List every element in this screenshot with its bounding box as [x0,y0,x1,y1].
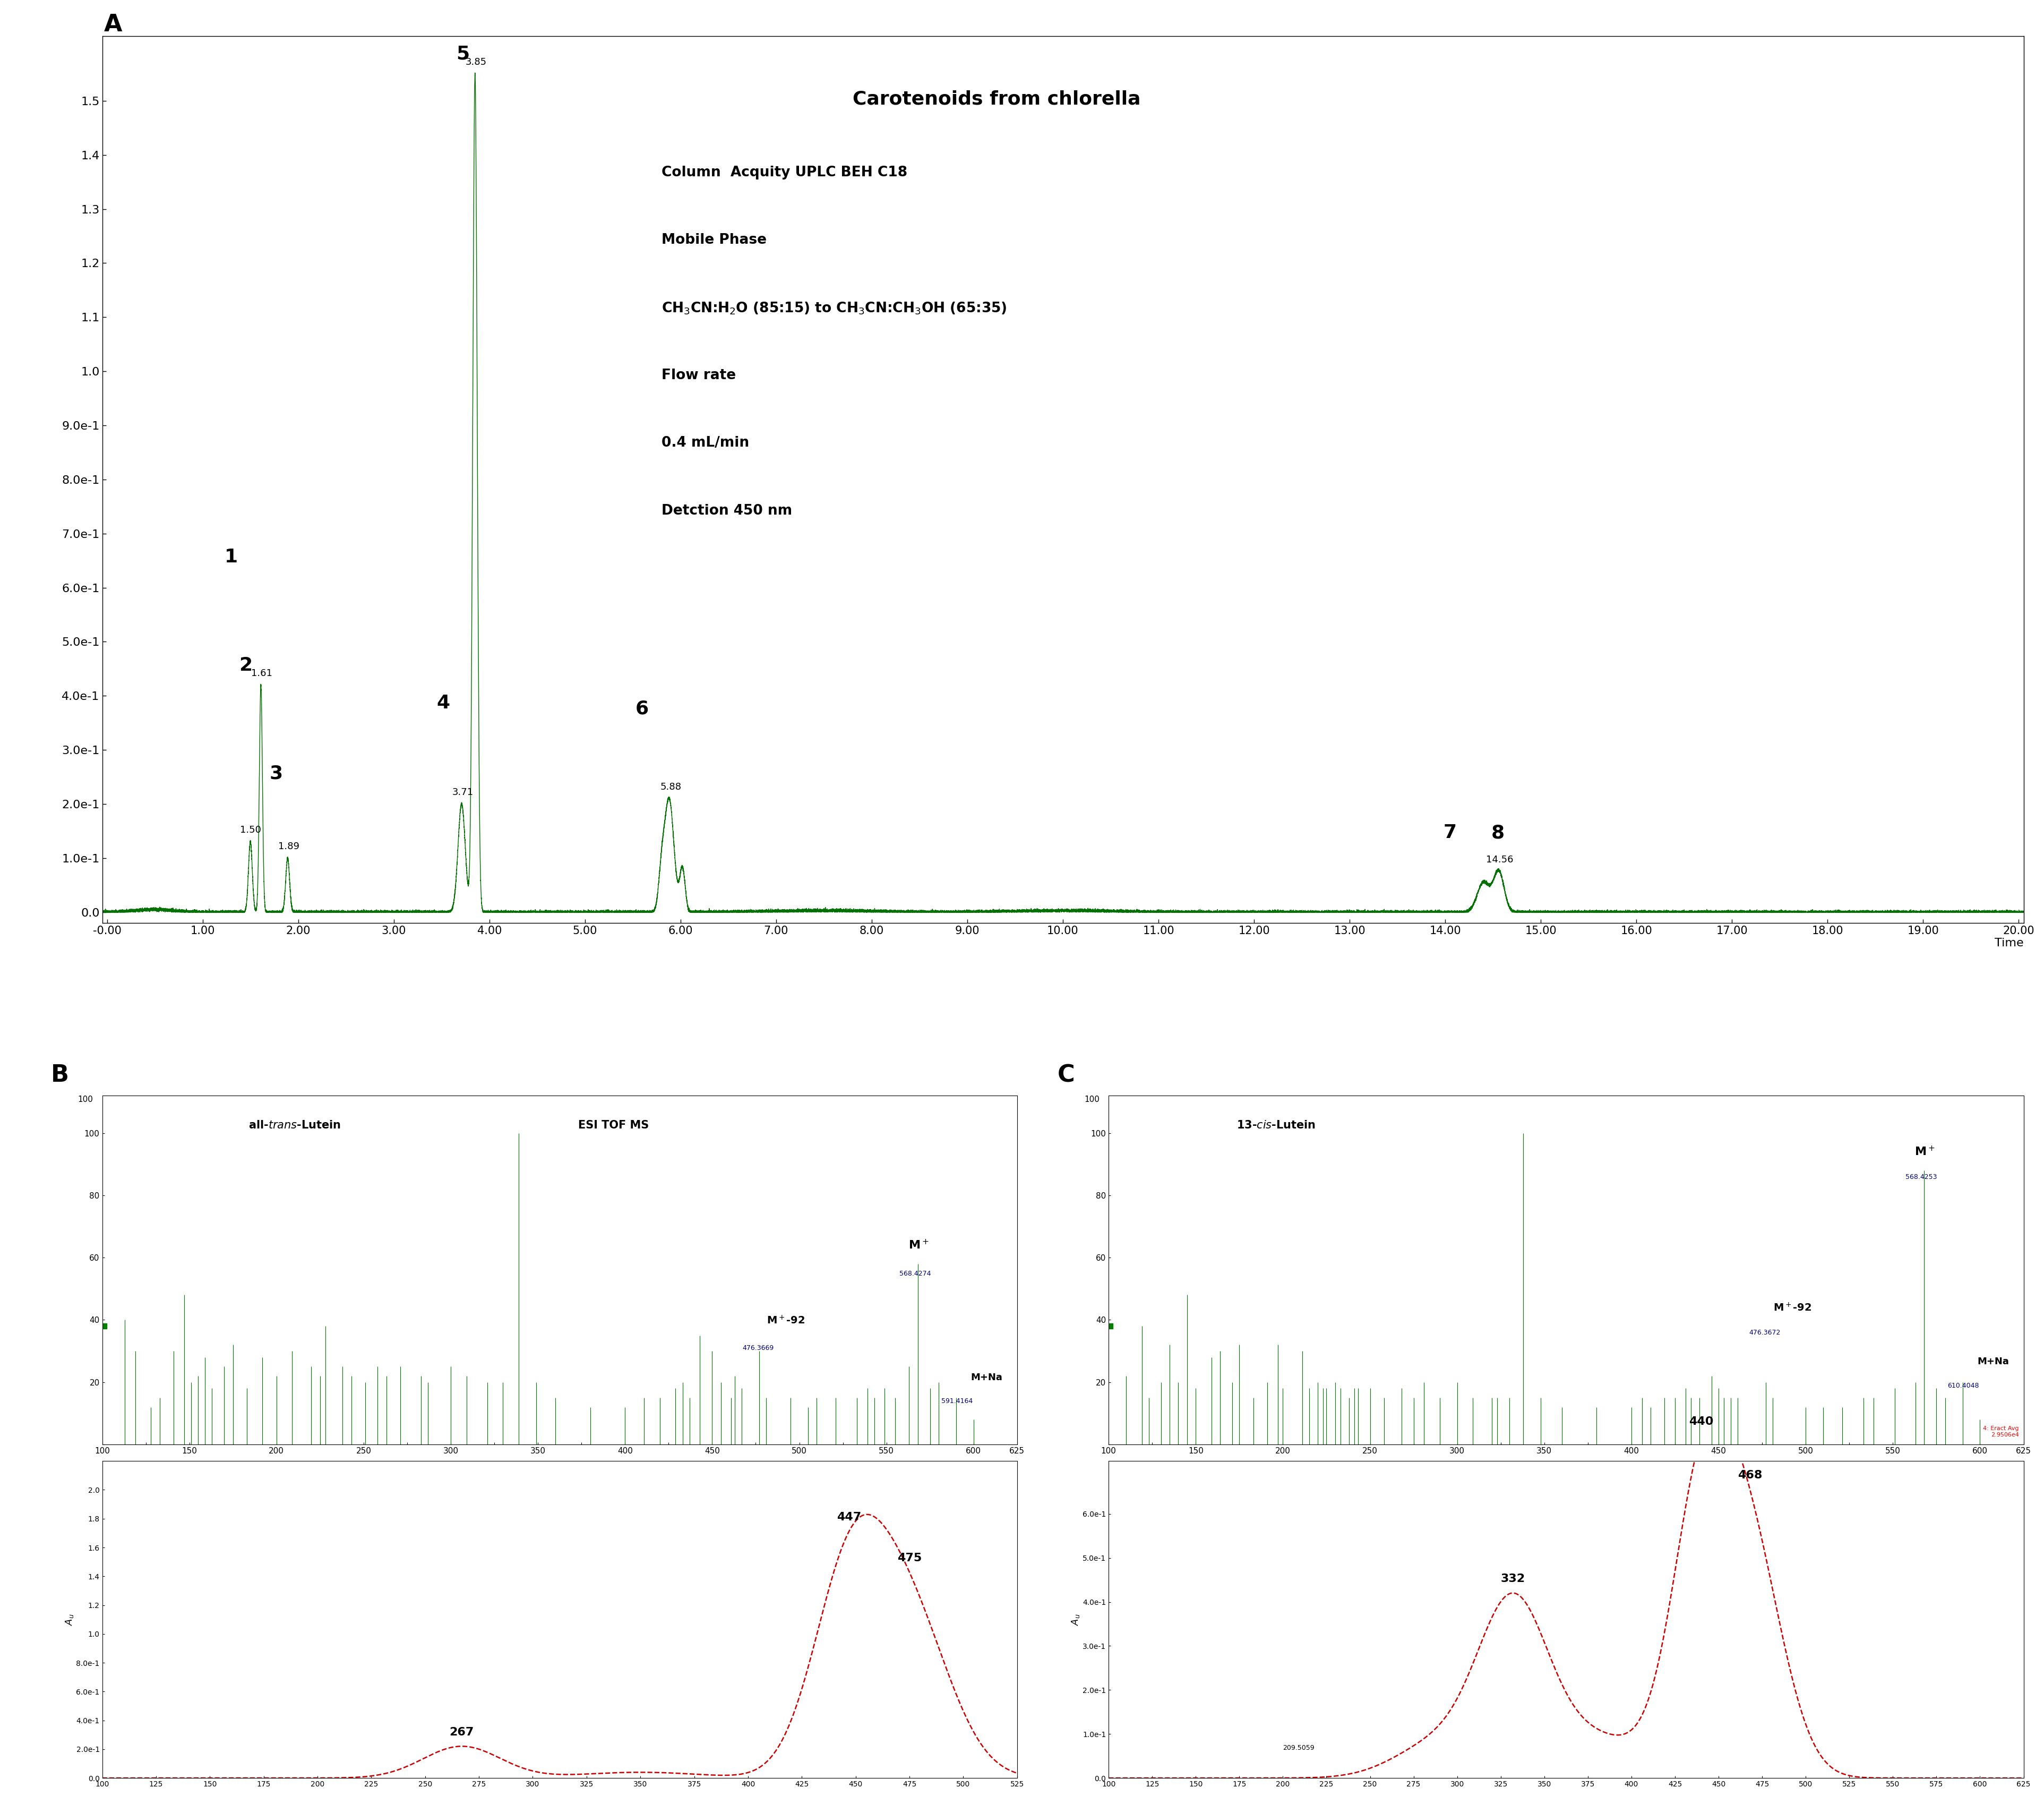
Text: 1.50: 1.50 [239,826,262,835]
Text: 4: Eract Avg
2.9506e4: 4: Eract Avg 2.9506e4 [1983,1426,2019,1437]
Text: 7: 7 [1443,824,1457,842]
Text: M$^+$: M$^+$ [1915,1146,1936,1158]
Text: Flow rate: Flow rate [662,368,736,383]
Y-axis label: $A_u$: $A_u$ [1071,1613,1081,1625]
Text: 468: 468 [1737,1471,1762,1480]
Text: CH$_3$CN:H$_2$O (85:15) to CH$_3$CN:CH$_3$OH (65:35): CH$_3$CN:H$_2$O (85:15) to CH$_3$CN:CH$_… [662,302,1008,316]
Text: 568.4274: 568.4274 [899,1270,930,1277]
Text: all-$\it{trans}$-Lutein: all-$\it{trans}$-Lutein [249,1121,341,1131]
Text: 4: 4 [437,693,450,711]
Text: M$^+$: M$^+$ [908,1239,928,1252]
Text: 13-$\it{cis}$-Lutein: 13-$\it{cis}$-Lutein [1237,1121,1316,1131]
Text: Mobile Phase: Mobile Phase [662,233,766,248]
Text: 332: 332 [1500,1573,1525,1584]
Text: 1: 1 [225,548,237,566]
Text: 14.56: 14.56 [1486,855,1513,864]
Text: 100: 100 [1083,1096,1100,1103]
Text: 440: 440 [1688,1415,1713,1426]
Text: M+Na: M+Na [971,1372,1002,1383]
Text: 2: 2 [239,656,251,674]
Text: 100: 100 [78,1096,94,1103]
Text: C: C [1057,1063,1075,1087]
Text: M+Na: M+Na [1977,1358,2009,1367]
X-axis label: Time: Time [1995,938,2024,948]
Text: 475: 475 [897,1554,922,1564]
Text: 476.3672: 476.3672 [1750,1329,1780,1336]
Text: 476.3669: 476.3669 [742,1345,775,1352]
Text: 6: 6 [636,699,648,717]
Text: 8: 8 [1492,824,1504,842]
Text: A: A [104,13,123,36]
Text: M$^+$-92: M$^+$-92 [766,1315,805,1325]
Text: Detction 450 nm: Detction 450 nm [662,505,793,517]
Text: 568.4253: 568.4253 [1905,1173,1938,1180]
Text: 1.89: 1.89 [278,842,298,851]
Text: 209.5059: 209.5059 [1284,1744,1314,1751]
Text: Column  Acquity UPLC BEH C18: Column Acquity UPLC BEH C18 [662,165,908,180]
Text: 5: 5 [456,45,470,63]
Text: 3: 3 [270,765,282,783]
Text: 3.71: 3.71 [452,787,474,797]
Text: M$^+$-92: M$^+$-92 [1774,1302,1811,1313]
Text: 0.4 mL/min: 0.4 mL/min [662,436,748,451]
Text: Carotenoids from chlorella: Carotenoids from chlorella [852,90,1141,108]
Text: ESI TOF MS: ESI TOF MS [578,1121,648,1131]
Text: 591.4164: 591.4164 [940,1397,973,1404]
Text: 447: 447 [836,1512,861,1523]
Y-axis label: $A_u$: $A_u$ [63,1613,76,1625]
Text: 267: 267 [450,1728,474,1737]
Text: 5.88: 5.88 [660,781,681,792]
Text: 1.61: 1.61 [251,668,272,677]
Text: B: B [51,1063,69,1087]
Text: 3.85: 3.85 [466,57,486,66]
Text: 610.4048: 610.4048 [1948,1383,1979,1388]
